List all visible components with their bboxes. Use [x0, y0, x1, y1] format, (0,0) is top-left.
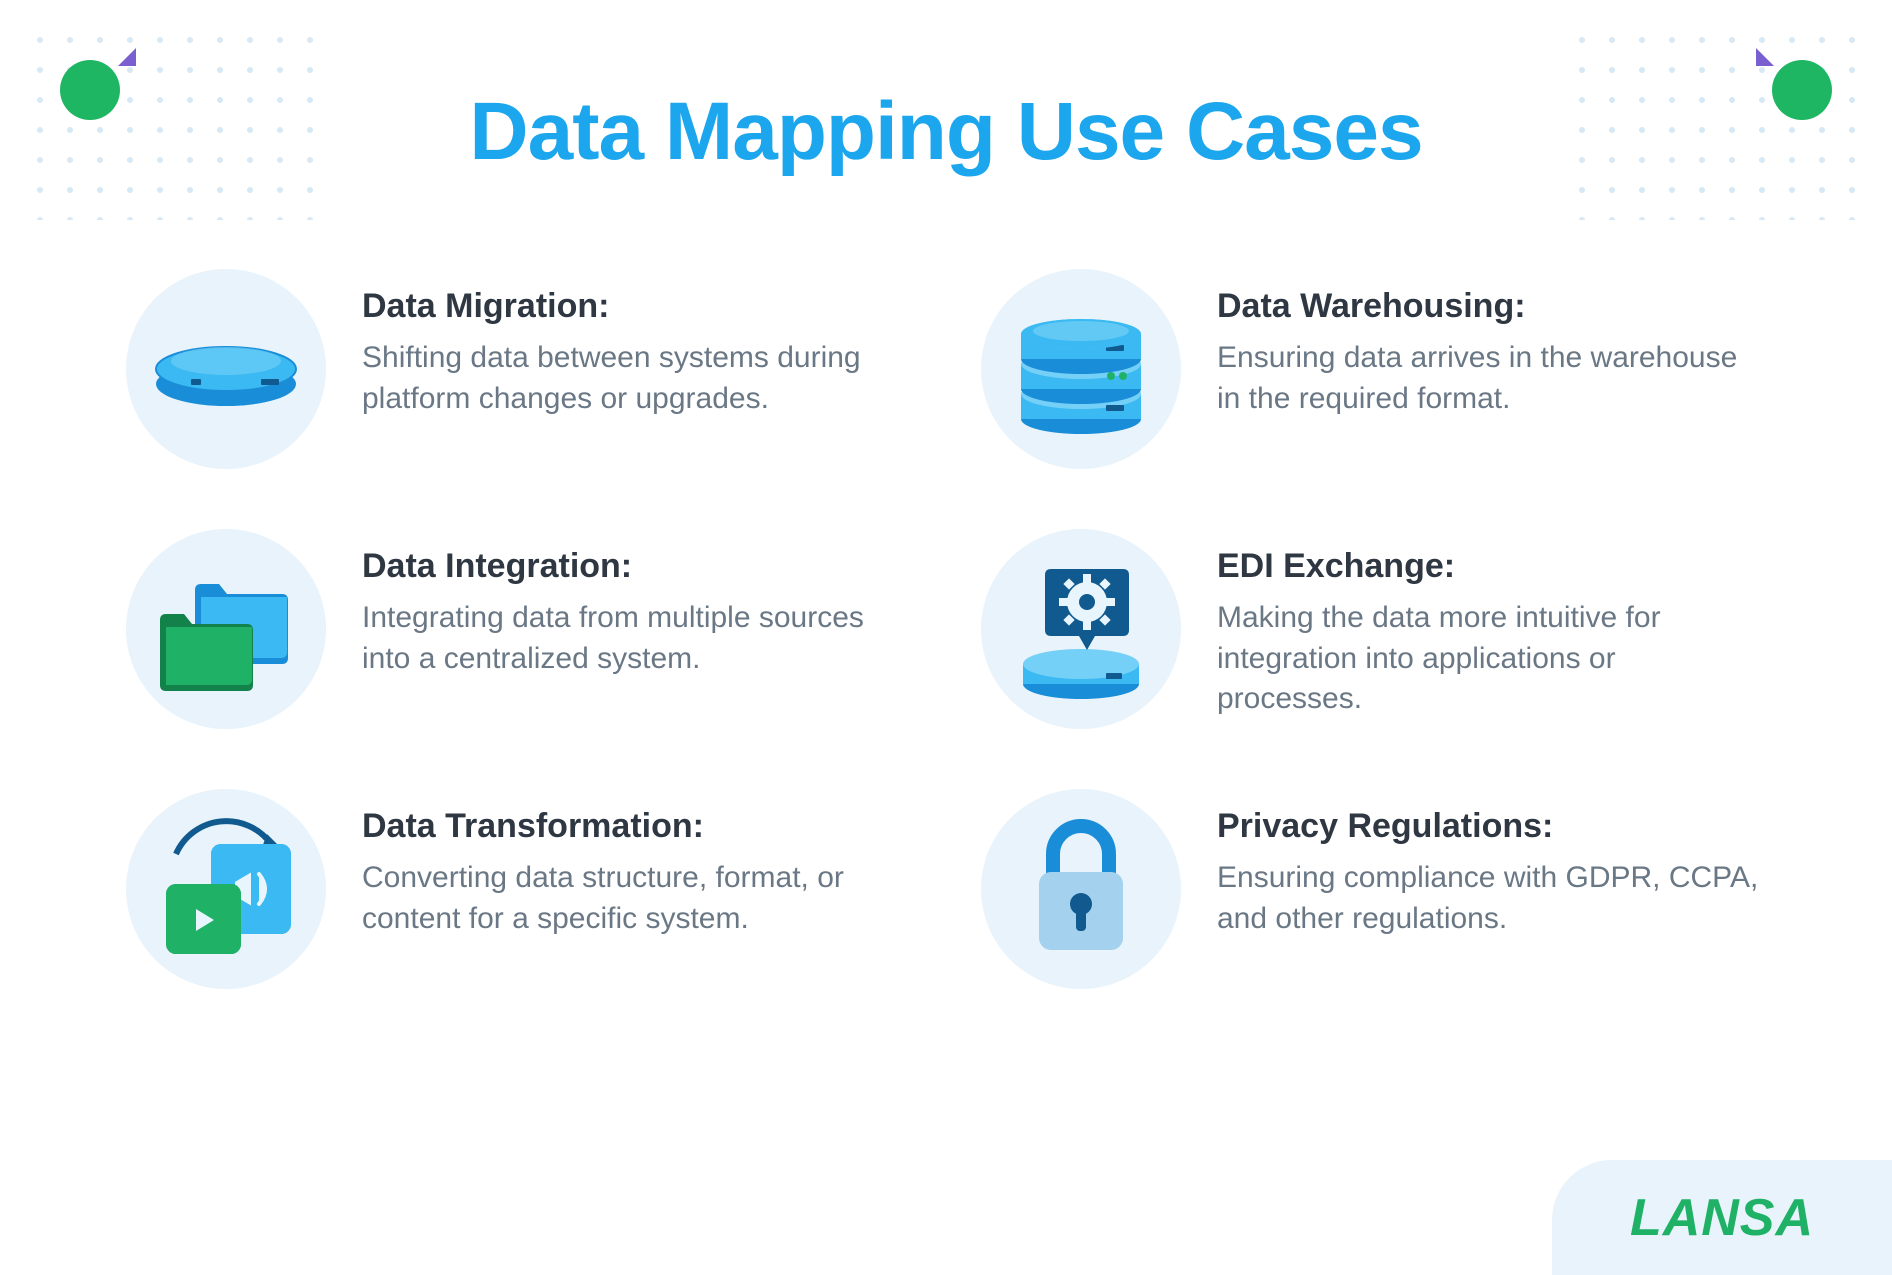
card-title: Privacy Regulations:	[1217, 807, 1766, 846]
card-privacy-regulations: Privacy Regulations: Ensuring compliance…	[981, 789, 1766, 989]
card-description: Ensuring data arrives in the warehouse i…	[1217, 338, 1766, 419]
decorative-shape-top-right	[1772, 60, 1832, 125]
data-warehousing-icon	[981, 269, 1181, 469]
card-description: Integrating data from multiple sources i…	[362, 598, 911, 679]
card-data-transformation: Data Transformation: Converting data str…	[126, 789, 911, 989]
card-description: Making the data more intuitive for integ…	[1217, 598, 1766, 720]
card-title: Data Transformation:	[362, 807, 911, 846]
card-data-warehousing: Data Warehousing: Ensuring data arrives …	[981, 269, 1766, 469]
card-description: Shifting data between systems during pla…	[362, 338, 911, 419]
data-integration-icon	[126, 529, 326, 729]
card-title: EDI Exchange:	[1217, 547, 1766, 586]
card-edi-exchange: EDI Exchange: Making the data more intui…	[981, 529, 1766, 729]
brand-footer-badge: LANSA	[1552, 1160, 1892, 1275]
brand-logo: LANSA	[1630, 1188, 1814, 1248]
card-data-migration: Data Migration: Shifting data between sy…	[126, 269, 911, 469]
privacy-regulations-icon	[981, 789, 1181, 989]
card-title: Data Integration:	[362, 547, 911, 586]
card-description: Converting data structure, format, or co…	[362, 858, 911, 939]
card-title: Data Migration:	[362, 287, 911, 326]
card-description: Ensuring compliance with GDPR, CCPA, and…	[1217, 858, 1766, 939]
edi-exchange-icon	[981, 529, 1181, 729]
card-data-integration: Data Integration: Integrating data from …	[126, 529, 911, 729]
use-case-grid: Data Migration: Shifting data between sy…	[126, 269, 1766, 989]
card-title: Data Warehousing:	[1217, 287, 1766, 326]
data-transformation-icon	[126, 789, 326, 989]
decorative-shape-top-left	[60, 60, 120, 125]
data-migration-icon	[126, 269, 326, 469]
